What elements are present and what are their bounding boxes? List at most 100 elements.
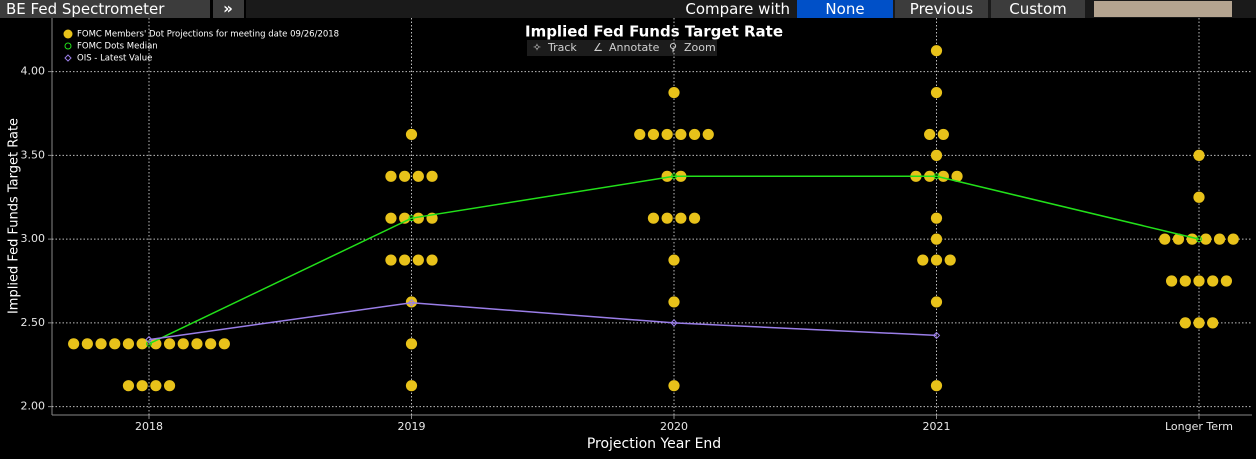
dot: [944, 254, 956, 266]
tool-icon[interactable]: ✧: [532, 41, 541, 54]
dot: [1213, 233, 1226, 245]
x-tick-label: 2019: [398, 420, 426, 433]
dot: [122, 380, 135, 392]
median-marker: [146, 340, 152, 347]
tool[interactable]: Track: [547, 41, 577, 54]
y-tick-label: 3.00: [21, 232, 46, 245]
legend-label: FOMC Dots Median: [77, 42, 158, 52]
dot: [930, 296, 943, 308]
option-bg[interactable]: [991, 0, 1085, 18]
dot: [924, 128, 936, 141]
tool[interactable]: Annotate: [609, 41, 660, 54]
input-box[interactable]: [1094, 1, 1232, 17]
menu-button-bg[interactable]: [213, 0, 244, 18]
option[interactable]: Previous: [910, 0, 974, 18]
dot: [661, 170, 673, 182]
ois-marker: [670, 319, 678, 327]
app-title: BE Fed Spectrometer: [6, 0, 165, 18]
dot: [95, 338, 107, 350]
dot: [668, 86, 680, 99]
dot: [661, 128, 673, 141]
dot: [150, 338, 162, 350]
dot: [163, 380, 176, 392]
y-tick-label: 3.50: [21, 148, 46, 161]
ois-marker: [145, 335, 153, 344]
dot: [399, 170, 411, 182]
dot: [688, 212, 701, 224]
dot: [122, 338, 135, 350]
dot: [661, 212, 673, 224]
tool-icon[interactable]: ⚲: [669, 41, 677, 54]
chart-title: Implied Fed Funds Target Rate: [525, 23, 783, 41]
chart-bg: [0, 18, 1256, 459]
legend-swatch: [64, 54, 72, 62]
dot: [1200, 233, 1212, 245]
legend-swatch: [63, 29, 73, 39]
dot: [385, 170, 397, 182]
dot: [930, 233, 943, 245]
median-marker: [671, 173, 677, 180]
dot: [412, 212, 424, 224]
ois-line: [148, 302, 937, 341]
dot: [951, 170, 963, 182]
x-axis-label: Projection Year End: [587, 436, 721, 452]
dot: [930, 149, 943, 161]
dot: [426, 170, 438, 182]
option[interactable]: Custom: [1009, 0, 1066, 18]
dot: [385, 212, 397, 224]
dot: [930, 254, 943, 266]
compare-label: Compare with: [685, 0, 790, 18]
dot: [668, 380, 680, 392]
dot: [1179, 317, 1191, 329]
dot: [68, 338, 80, 350]
chart-tools-bg: [527, 40, 717, 56]
dot: [634, 128, 646, 141]
dot: [109, 338, 121, 350]
option-bg[interactable]: [797, 0, 893, 18]
x-tick-label: 2018: [135, 420, 163, 433]
option[interactable]: None: [825, 0, 864, 18]
tool-icon[interactable]: ∠: [593, 41, 603, 54]
legend-swatch: [64, 42, 72, 50]
dot: [1193, 191, 1205, 203]
y-tick-label: 2.00: [21, 400, 46, 413]
y-tick-label: 2.50: [21, 316, 46, 329]
option-bg[interactable]: [895, 0, 988, 18]
menu-button[interactable]: »: [223, 0, 233, 18]
ois-marker: [932, 331, 941, 340]
dot: [426, 254, 438, 266]
dot: [1193, 317, 1205, 329]
tool[interactable]: Zoom: [684, 41, 716, 54]
dot: [205, 338, 217, 350]
y-axis-label: Implied Fed Funds Target Rate: [7, 118, 22, 314]
dot: [191, 338, 203, 350]
dot: [1193, 275, 1205, 287]
dot: [399, 212, 411, 224]
dot: [930, 86, 943, 99]
y-tick-label: 4.00: [21, 65, 46, 78]
ois-marker: [407, 299, 416, 307]
dot: [385, 254, 397, 266]
x-tick-label: 2021: [923, 420, 951, 433]
dot: [81, 338, 93, 350]
dot: [1207, 317, 1219, 329]
dot: [405, 380, 418, 392]
dot: [405, 338, 418, 350]
dot: [668, 296, 680, 308]
x-tick-label: 2020: [660, 420, 688, 433]
dot: [1193, 149, 1205, 161]
dot: [1179, 275, 1191, 287]
median-marker: [408, 215, 415, 222]
dot: [136, 338, 148, 350]
legend-label: FOMC Members' Dot Projections for meetin…: [77, 30, 339, 40]
median-line: [148, 175, 1200, 345]
title-box: [0, 0, 210, 18]
dot: [675, 128, 687, 141]
dot: [647, 212, 660, 224]
dot: [937, 128, 949, 141]
dot: [412, 170, 424, 182]
dot: [1220, 275, 1232, 287]
dot: [1172, 233, 1185, 245]
